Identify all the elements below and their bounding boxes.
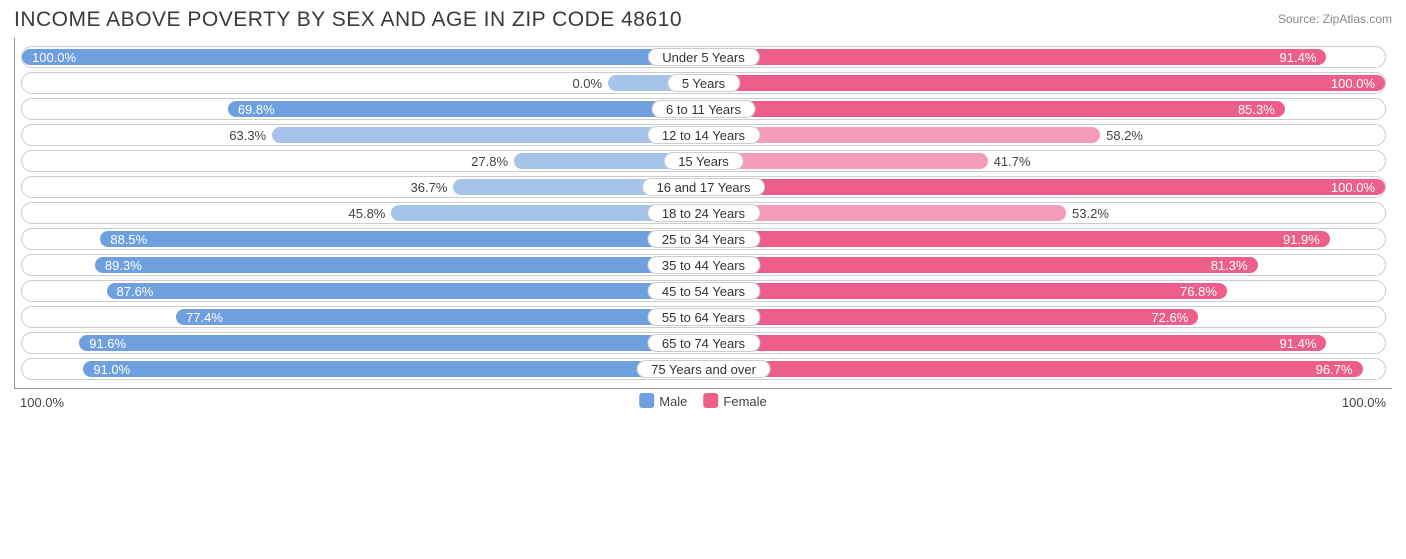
male-bar: 63.3% (22, 125, 704, 145)
source-label: Source: ZipAtlas.com (1278, 8, 1392, 26)
male-bar: 0.0% (22, 73, 704, 93)
male-bar: 87.6% (22, 281, 704, 301)
female-bar: 91.4% (704, 47, 1386, 67)
chart-row: 69.8%85.3%6 to 11 Years (21, 98, 1386, 120)
chart-row: 77.4%72.6%55 to 64 Years (21, 306, 1386, 328)
category-label: 55 to 64 Years (647, 308, 760, 326)
category-label: 6 to 11 Years (651, 100, 756, 118)
female-bar: 91.4% (704, 333, 1386, 353)
female-bar: 100.0% (704, 73, 1386, 93)
male-swatch (639, 393, 654, 408)
category-label: 35 to 44 Years (647, 256, 760, 274)
male-bar: 36.7% (22, 177, 704, 197)
legend: Male Female (639, 393, 767, 409)
chart-row: 36.7%100.0%16 and 17 Years (21, 176, 1386, 198)
female-bar: 41.7% (704, 151, 1386, 171)
chart-row: 88.5%91.9%25 to 34 Years (21, 228, 1386, 250)
category-label: 75 Years and over (636, 360, 771, 378)
female-swatch (703, 393, 718, 408)
male-bar: 91.6% (22, 333, 704, 353)
male-bar: 27.8% (22, 151, 704, 171)
poverty-chart: 100.0%91.4%Under 5 Years0.0%100.0%5 Year… (14, 38, 1392, 389)
male-bar: 100.0% (22, 47, 704, 67)
female-bar: 53.2% (704, 203, 1386, 223)
category-label: Under 5 Years (647, 48, 759, 66)
category-label: 65 to 74 Years (647, 334, 760, 352)
female-bar: 72.6% (704, 307, 1386, 327)
legend-male: Male (639, 393, 687, 409)
category-label: 16 and 17 Years (642, 178, 766, 196)
category-label: 15 Years (663, 152, 744, 170)
male-bar: 77.4% (22, 307, 704, 327)
male-bar: 89.3% (22, 255, 704, 275)
category-label: 45 to 54 Years (647, 282, 760, 300)
axis-left-label: 100.0% (20, 395, 64, 410)
chart-row: 91.6%91.4%65 to 74 Years (21, 332, 1386, 354)
category-label: 25 to 34 Years (647, 230, 760, 248)
female-bar: 91.9% (704, 229, 1386, 249)
chart-row: 45.8%53.2%18 to 24 Years (21, 202, 1386, 224)
category-label: 18 to 24 Years (647, 204, 760, 222)
axis-right-label: 100.0% (1342, 395, 1386, 410)
chart-title: Income Above Poverty by Sex and Age in Z… (14, 8, 682, 32)
female-bar: 81.3% (704, 255, 1386, 275)
category-label: 12 to 14 Years (647, 126, 760, 144)
legend-female: Female (703, 393, 766, 409)
male-bar: 45.8% (22, 203, 704, 223)
chart-row: 27.8%41.7%15 Years (21, 150, 1386, 172)
chart-row: 91.0%96.7%75 Years and over (21, 358, 1386, 380)
chart-row: 63.3%58.2%12 to 14 Years (21, 124, 1386, 146)
female-bar: 58.2% (704, 125, 1386, 145)
female-bar: 96.7% (704, 359, 1386, 379)
chart-row: 0.0%100.0%5 Years (21, 72, 1386, 94)
chart-row: 89.3%81.3%35 to 44 Years (21, 254, 1386, 276)
male-bar: 69.8% (22, 99, 704, 119)
male-bar: 88.5% (22, 229, 704, 249)
female-bar: 76.8% (704, 281, 1386, 301)
chart-row: 100.0%91.4%Under 5 Years (21, 46, 1386, 68)
chart-row: 87.6%76.8%45 to 54 Years (21, 280, 1386, 302)
female-bar: 100.0% (704, 177, 1386, 197)
female-bar: 85.3% (704, 99, 1386, 119)
category-label: 5 Years (667, 74, 740, 92)
male-bar: 91.0% (22, 359, 704, 379)
